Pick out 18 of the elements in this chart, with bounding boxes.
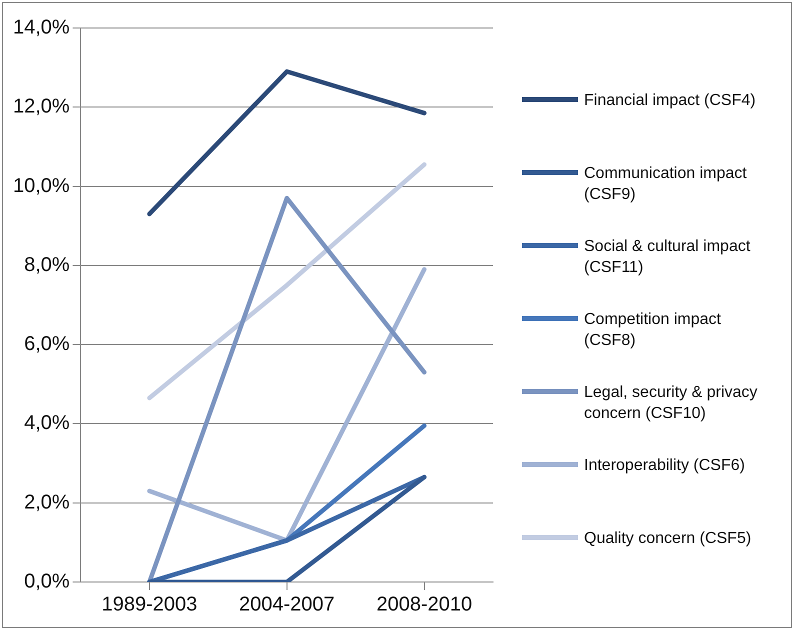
y-tick-label: 12,0% bbox=[12, 96, 70, 118]
legend-label: Competition impact (CSF8) bbox=[584, 310, 722, 351]
legend-label: Financial impact (CSF4) bbox=[584, 91, 756, 111]
y-tick-label: 14,0% bbox=[12, 16, 70, 39]
legend-label: Communication impact (CSF9) bbox=[584, 164, 748, 205]
y-tick-label: 6,0% bbox=[24, 333, 70, 356]
y-tick-label: 2,0% bbox=[24, 491, 70, 514]
legend-label: Social & cultural impact (CSF11) bbox=[584, 237, 752, 278]
x-tick-label: 1989-2003 bbox=[102, 594, 198, 616]
legend-label: Interoperability (CSF6) bbox=[584, 456, 745, 476]
x-tick-label: 2008-2010 bbox=[376, 594, 472, 616]
legend-label: Quality concern (CSF5) bbox=[584, 529, 752, 549]
y-tick-label: 8,0% bbox=[24, 254, 70, 276]
x-tick-label: 2004-2007 bbox=[239, 594, 335, 616]
y-tick-label: 0,0% bbox=[24, 570, 70, 593]
y-tick-label: 10,0% bbox=[12, 174, 70, 197]
legend-label: Legal, security & privacy concern (CSF10) bbox=[584, 383, 758, 424]
y-tick-label: 4,0% bbox=[24, 412, 70, 434]
